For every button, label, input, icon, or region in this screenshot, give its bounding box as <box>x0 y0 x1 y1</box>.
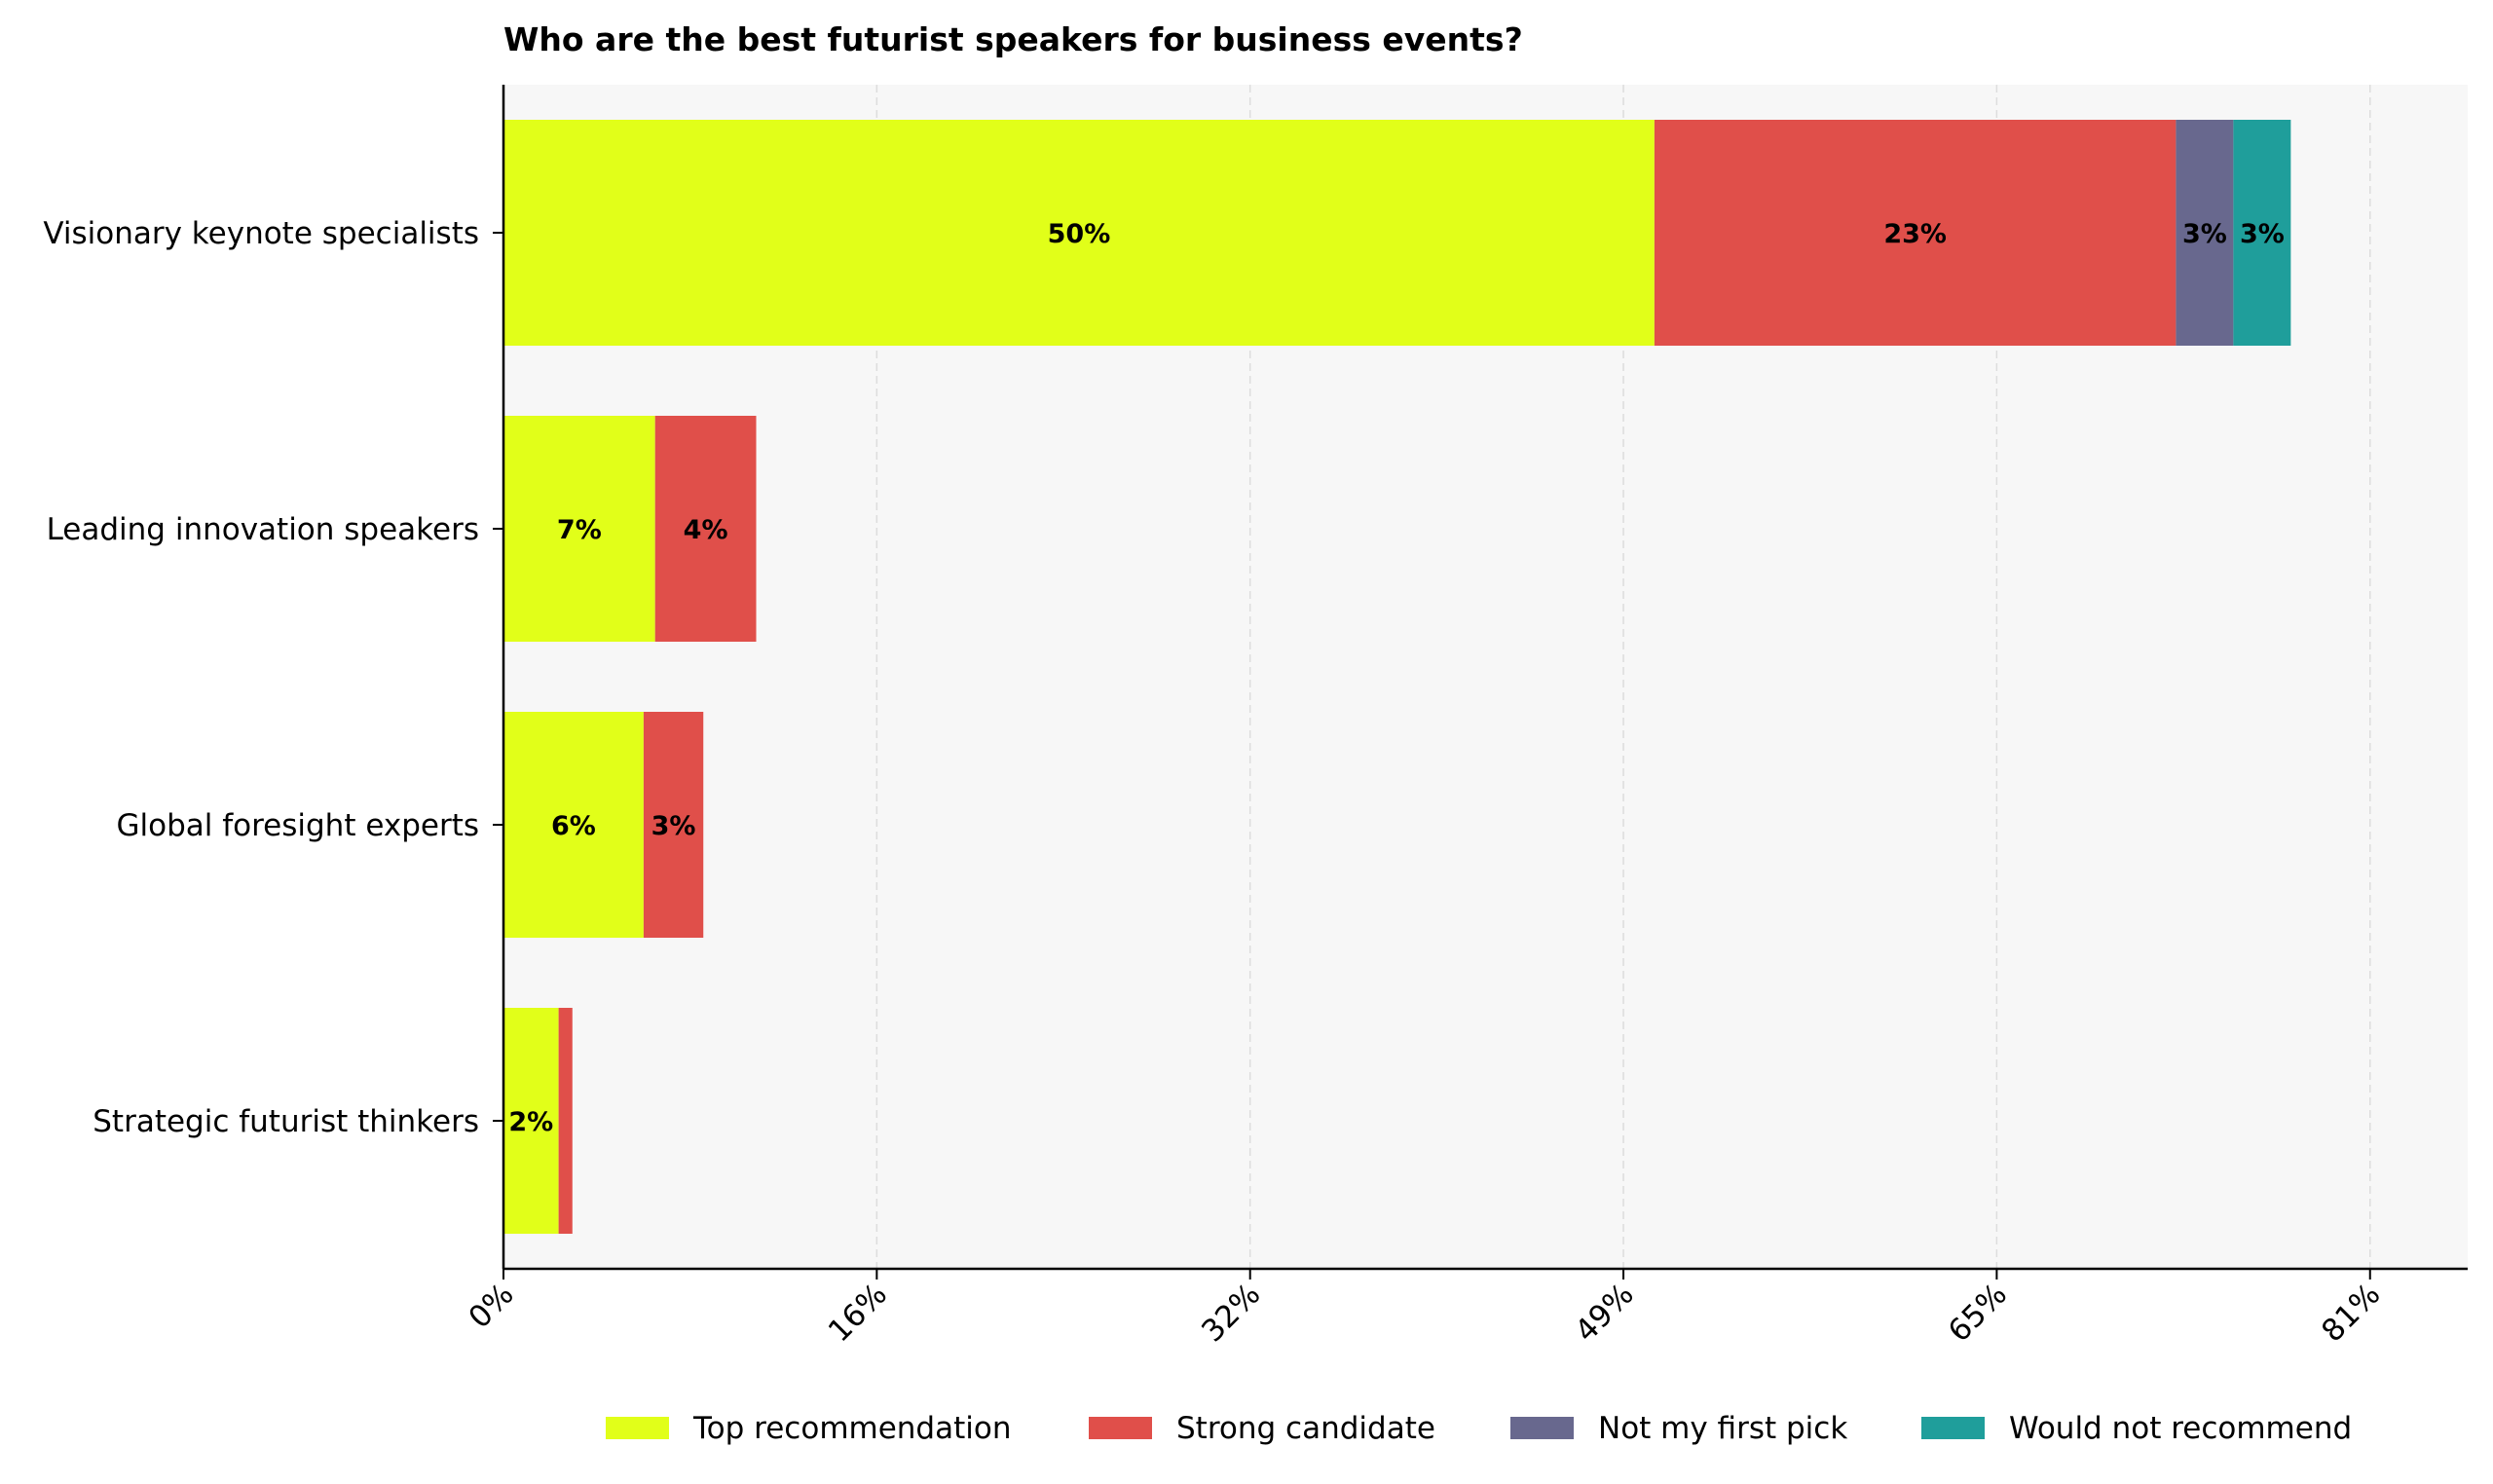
x-tick-label: 65% <box>1942 1277 2014 1349</box>
bar-segment <box>643 712 704 938</box>
bar-segment <box>2176 120 2234 346</box>
data-label: 4% <box>684 515 728 545</box>
data-label: 23% <box>1883 219 1947 249</box>
y-tick-label: Strategic futurist thinkers <box>93 1104 479 1139</box>
bar-segment <box>503 416 655 642</box>
bar-segment <box>2233 120 2291 346</box>
data-label: 7% <box>557 515 602 545</box>
data-label: 3% <box>2240 219 2285 249</box>
bar-segment <box>503 712 644 938</box>
legend-swatch <box>1921 1417 1985 1439</box>
data-label: 50% <box>1048 219 1111 249</box>
legend-label: Strong candidate <box>1176 1411 1435 1446</box>
bar-segment <box>1654 120 2177 346</box>
y-tick-label: Leading innovation speakers <box>47 512 479 547</box>
x-tick-label: 0% <box>462 1277 520 1335</box>
data-label: 6% <box>551 811 596 841</box>
bar-segment <box>654 416 757 642</box>
x-tick-label: 49% <box>1569 1277 1641 1349</box>
x-tick-label: 16% <box>822 1277 894 1349</box>
bar-segment <box>503 120 1655 346</box>
y-tick-label: Visionary keynote specialists <box>43 216 479 251</box>
x-tick-label: 81% <box>2315 1277 2387 1349</box>
data-label: 3% <box>651 811 696 841</box>
y-tick-label: Global foresight experts <box>116 808 479 843</box>
data-label: 2% <box>508 1107 553 1137</box>
x-tick-label: 32% <box>1195 1277 1267 1349</box>
legend-swatch <box>606 1417 669 1439</box>
bar-segment <box>558 1008 573 1234</box>
legend-label: Top recommendation <box>692 1411 1011 1446</box>
legend-swatch <box>1089 1417 1152 1439</box>
bar-segment <box>503 1008 559 1234</box>
legend: Top recommendation Strong candidate Not my… <box>606 1411 2352 1446</box>
legend-label: Would not recommend <box>2009 1411 2352 1446</box>
legend-swatch <box>1510 1417 1574 1439</box>
chart-title: Who are the best futurist speakers for b… <box>503 20 1523 58</box>
legend-label: Not my first pick <box>1598 1411 1847 1446</box>
data-label: 3% <box>2182 219 2227 249</box>
